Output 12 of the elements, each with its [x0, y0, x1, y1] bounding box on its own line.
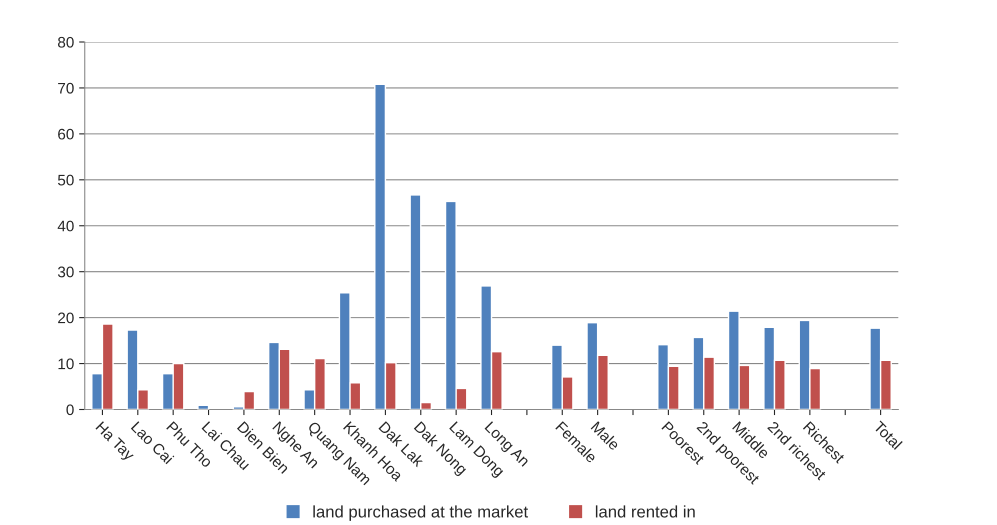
y-tick-label: 20 [58, 312, 74, 324]
bar [197, 404, 210, 410]
y-tick-label: 40 [58, 220, 74, 232]
y-tick-label: 70 [58, 82, 74, 94]
y-tick-label: 0 [66, 404, 74, 416]
legend-label: land purchased at the market [313, 505, 528, 521]
y-tick-label: 50 [58, 174, 74, 186]
y-tick-label: 30 [58, 266, 74, 278]
legend-label: land rented in [596, 505, 695, 518]
y-tick-label: 10 [58, 358, 74, 370]
y-tick-label: 80 [58, 36, 74, 48]
y-tick-label: 60 [58, 128, 74, 140]
